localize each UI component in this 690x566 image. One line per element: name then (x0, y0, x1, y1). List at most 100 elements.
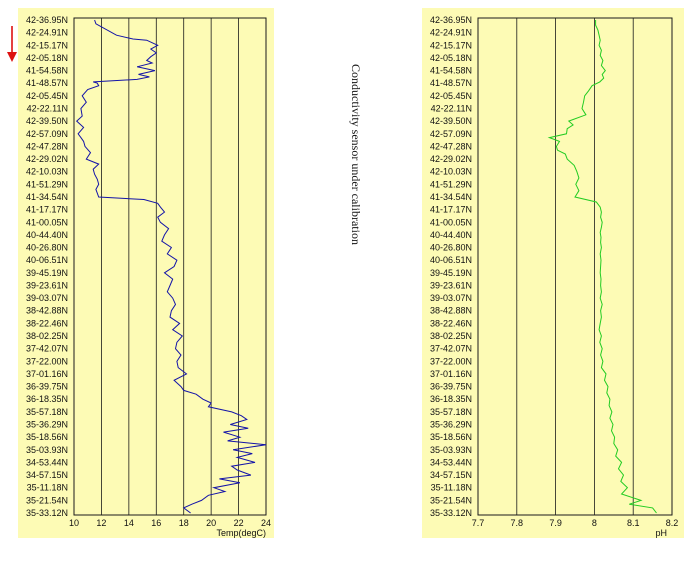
depth-label: 35-03.93N (430, 445, 472, 455)
depth-label: 35-18.56N (26, 432, 68, 442)
depth-label: 36-39.75N (26, 382, 68, 392)
tick-label: 14 (124, 518, 134, 528)
depth-label: 38-02.25N (430, 331, 472, 341)
depth-label: 37-01.16N (26, 369, 68, 379)
depth-label: 38-22.46N (430, 318, 472, 328)
temperature-gridlines (101, 18, 239, 515)
tick-label: 24 (261, 518, 271, 528)
ph-panel-background (422, 8, 684, 538)
depth-label: 42-05.18N (26, 53, 68, 63)
temperature-depth-labels: 42-36.95N 42-24.91N 42-15.17N 42-05.18N 41-5… (26, 15, 68, 518)
depth-label: 38-42.88N (26, 306, 68, 316)
ph-axis-label: pH (655, 528, 667, 538)
depth-label: 41-48.57N (430, 78, 472, 88)
depth-label: 42-24.91N (26, 28, 68, 38)
depth-label: 42-29.02N (430, 154, 472, 164)
depth-label: 39-23.61N (26, 280, 68, 290)
depth-label: 41-00.05N (430, 217, 472, 227)
depth-label: 42-36.95N (26, 15, 68, 25)
tick-label: 12 (96, 518, 106, 528)
tick-label: 7.8 (511, 518, 524, 528)
depth-label: 42-10.03N (26, 167, 68, 177)
depth-label: 40-44.40N (26, 230, 68, 240)
depth-label: 41-00.05N (26, 217, 68, 227)
depth-label: 35-57.18N (26, 407, 68, 417)
depth-label: 35-33.12N (430, 508, 472, 518)
tick-label: 7.9 (549, 518, 562, 528)
depth-label: 42-05.45N (26, 91, 68, 101)
depth-label: 40-26.80N (430, 243, 472, 253)
depth-label: 35-21.54N (430, 495, 472, 505)
ph-series-line (547, 20, 657, 514)
depth-label: 40-44.40N (430, 230, 472, 240)
depth-label: 38-22.46N (26, 318, 68, 328)
depth-label: 37-22.00N (26, 356, 68, 366)
ph-plot-frame (477, 17, 673, 516)
tick-label: 20 (206, 518, 216, 528)
depth-label: 42-24.91N (430, 28, 472, 38)
depth-label: 40-26.80N (26, 243, 68, 253)
depth-label: 41-48.57N (26, 78, 68, 88)
tick-label: 7.7 (472, 518, 485, 528)
tick-label: 8.2 (666, 518, 679, 528)
tick-label: 10 (69, 518, 79, 528)
depth-label: 36-18.35N (26, 394, 68, 404)
tick-label: 18 (179, 518, 189, 528)
temperature-series-line (75, 19, 267, 514)
depth-label: 39-45.19N (430, 268, 472, 278)
depth-label: 42-57.09N (430, 129, 472, 139)
depth-label: 42-47.28N (26, 141, 68, 151)
depth-label: 35-36.29N (26, 420, 68, 430)
temperature-tick-labels: 10 12 14 16 18 20 22 24 (69, 518, 271, 528)
depth-label: 37-22.00N (430, 356, 472, 366)
depth-label: 35-21.54N (26, 495, 68, 505)
depth-label: 41-34.54N (26, 192, 68, 202)
depth-label: 41-17.17N (26, 205, 68, 215)
depth-label: 35-11.18N (27, 483, 68, 493)
ph-gridlines (516, 18, 634, 515)
depth-label: 37-01.16N (430, 369, 472, 379)
depth-label: 42-39.50N (26, 116, 68, 126)
tick-label: 8.1 (627, 518, 640, 528)
depth-label: 35-57.18N (430, 407, 472, 417)
depth-label: 41-54.58N (430, 66, 472, 76)
ph-tick-labels: 7.7 7.8 7.9 8 8.1 8.2 (472, 518, 679, 528)
temperature-axis-label: Temp(degC) (216, 528, 266, 538)
depth-label: 38-02.25N (26, 331, 68, 341)
depth-label: 41-17.17N (430, 205, 472, 215)
depth-label: 35-33.12N (26, 508, 68, 518)
depth-label: 42-47.28N (430, 141, 472, 151)
depth-label: 41-51.29N (430, 179, 472, 189)
depth-label: 36-39.75N (430, 382, 472, 392)
depth-label: 34-53.44N (26, 457, 68, 467)
depth-label: 42-05.45N (430, 91, 472, 101)
depth-label: 35-18.56N (430, 432, 472, 442)
depth-label: 38-42.88N (430, 306, 472, 316)
depth-label: 35-36.29N (430, 420, 472, 430)
depth-label: 42-57.09N (26, 129, 68, 139)
depth-label: 35-03.93N (26, 445, 68, 455)
ph-depth-labels: 42-36.95N 42-24.91N 42-15.17N 42-05.18N 41-5… (430, 15, 472, 518)
temperature-profile-chart: 42-36.95N 42-24.91N 42-15.17N 42-05.18N 41-5… (18, 8, 274, 538)
temperature-panel-background (18, 8, 274, 538)
depth-label: 42-29.02N (26, 154, 68, 164)
depth-label: 40-06.51N (430, 255, 472, 265)
depth-label: 42-36.95N (430, 15, 472, 25)
depth-label: 42-05.18N (430, 53, 472, 63)
depth-label: 41-34.54N (430, 192, 472, 202)
depth-label: 42-10.03N (430, 167, 472, 177)
depth-label: 39-45.19N (26, 268, 68, 278)
tick-label: 16 (151, 518, 161, 528)
depth-label: 37-42.07N (430, 344, 472, 354)
depth-label: 42-22.11N (27, 103, 68, 113)
calibration-note: Conductivity sensor under calibration (349, 64, 363, 245)
depth-label: 39-03.07N (26, 293, 68, 303)
depth-label: 41-51.29N (26, 179, 68, 189)
depth-label: 39-03.07N (430, 293, 472, 303)
depth-label: 34-57.15N (26, 470, 68, 480)
depth-label: 42-15.17N (430, 40, 472, 50)
ph-profile-chart: 42-36.95N 42-24.91N 42-15.17N 42-05.18N 41-5… (422, 8, 684, 538)
depth-label: 37-42.07N (26, 344, 68, 354)
depth-label: 39-23.61N (430, 280, 472, 290)
